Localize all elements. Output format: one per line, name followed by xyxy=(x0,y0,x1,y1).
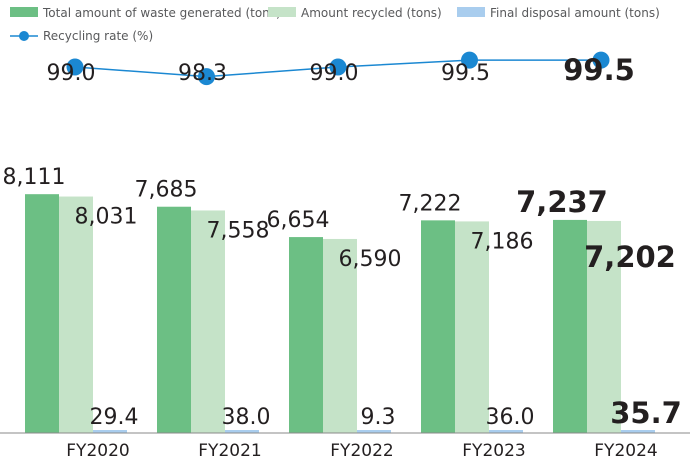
x-tick-fy2022: FY2022 xyxy=(330,441,393,460)
bar-total-amount-of-waste-generated-fy2022 xyxy=(289,237,323,433)
bar-final-disposal-amount-fy2023 xyxy=(489,430,523,433)
recycling-rate-point-fy2022 xyxy=(329,58,347,76)
recycling-rate-point-fy2023 xyxy=(461,51,478,69)
bar-amount-recycled-fy2023 xyxy=(455,221,489,433)
bar-total-amount-of-waste-generated-fy2020 xyxy=(25,194,59,433)
bar-final-disposal-amount-fy2024 xyxy=(621,430,655,433)
bar-amount-recycled-fy2024 xyxy=(587,220,621,433)
bar-final-disposal-amount-fy2022 xyxy=(357,430,391,433)
x-tick-fy2020: FY2020 xyxy=(66,441,129,460)
value-label-final-disposal-amount-fy2021: 38.0 xyxy=(222,405,271,430)
bar-amount-recycled-fy2020 xyxy=(59,196,93,433)
value-label-total-amount-of-waste-generated-fy2024: 7,237 xyxy=(516,185,608,219)
x-tick-fy2024: FY2024 xyxy=(594,441,657,460)
value-label-amount-recycled-fy2020: 8,031 xyxy=(75,205,138,230)
bar-total-amount-of-waste-generated-fy2023 xyxy=(421,220,455,433)
value-label-amount-recycled-fy2021: 7,558 xyxy=(207,218,270,243)
value-label-final-disposal-amount-fy2022: 9.3 xyxy=(361,405,396,430)
x-tick-fy2023: FY2023 xyxy=(462,441,525,460)
legend-label-total-amount-of-waste-generated: Total amount of waste generated (tons) xyxy=(42,6,281,20)
value-label-total-amount-of-waste-generated-fy2021: 7,685 xyxy=(135,178,198,203)
legend-label-amount-recycled: Amount recycled (tons) xyxy=(301,6,442,20)
value-label-total-amount-of-waste-generated-fy2020: 8,111 xyxy=(3,165,66,190)
legend-label-recycling-rate: Recycling rate (%) xyxy=(43,29,153,43)
bar-final-disposal-amount-fy2020 xyxy=(93,430,127,433)
legend: Total amount of waste generated (tons) Am… xyxy=(10,6,660,43)
x-tick-fy2021: FY2021 xyxy=(198,441,261,460)
recycling-rate-line-layer: 99.0 98.3 99.0 99.5 99.5 xyxy=(47,51,635,87)
bar-total-amount-of-waste-generated-fy2024 xyxy=(553,219,587,433)
bar-final-disposal-amount-fy2021 xyxy=(225,430,259,433)
recycling-rate-label-fy2023: 99.5 xyxy=(441,61,490,86)
recycling-rate-label-fy2021: 98.3 xyxy=(178,61,227,86)
recycling-rate-label-fy2020: 99.0 xyxy=(47,61,96,86)
legend-marker-recycling-rate xyxy=(19,31,29,41)
value-label-amount-recycled-fy2022: 6,590 xyxy=(339,247,402,272)
legend-swatch-amount-recycled xyxy=(268,7,296,17)
legend-swatch-final-disposal-amount xyxy=(457,7,485,17)
recycling-rate-point-fy2021 xyxy=(198,68,215,86)
recycling-rate-label-fy2022: 99.0 xyxy=(310,61,359,86)
bar-total-amount-of-waste-generated-fy2021 xyxy=(157,206,191,433)
value-label-final-disposal-amount-fy2024: 35.7 xyxy=(610,396,682,430)
legend-label-final-disposal-amount: Final disposal amount (tons) xyxy=(490,6,660,20)
bar-amount-recycled-fy2021 xyxy=(191,210,225,433)
value-label-total-amount-of-waste-generated-fy2022: 6,654 xyxy=(267,208,330,233)
value-label-final-disposal-amount-fy2023: 36.0 xyxy=(486,405,535,430)
value-label-final-disposal-amount-fy2020: 29.4 xyxy=(90,405,139,430)
recycling-rate-point-fy2020 xyxy=(66,58,84,76)
recycling-rate-label-fy2024: 99.5 xyxy=(563,53,635,87)
value-label-amount-recycled-fy2024: 7,202 xyxy=(584,240,676,274)
value-label-total-amount-of-waste-generated-fy2023: 7,222 xyxy=(399,191,462,216)
recycling-rate-point-fy2024 xyxy=(592,51,610,69)
legend-swatch-total-amount-of-waste-generated xyxy=(10,7,38,17)
value-label-amount-recycled-fy2023: 7,186 xyxy=(471,229,534,254)
bar-layer: 8,111 8,031 29.4 7,685 7,558 38.0 6,654 6,590 9.… xyxy=(3,165,682,433)
x-axis-ticks: FY2020 FY2021 FY2022 FY2023 FY2024 xyxy=(66,441,657,460)
bar-amount-recycled-fy2022 xyxy=(323,238,357,433)
